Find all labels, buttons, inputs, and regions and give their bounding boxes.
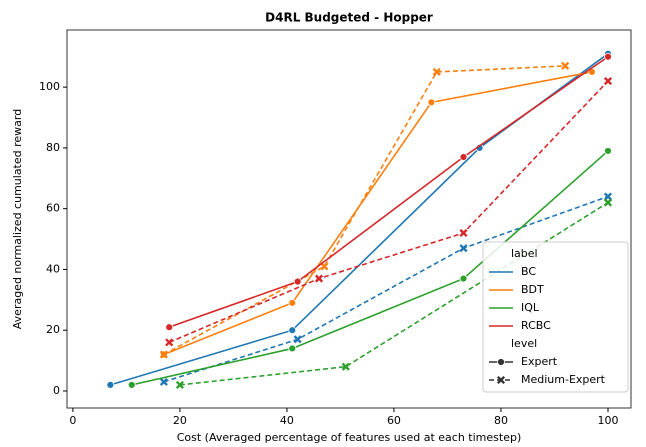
plot-frame (66, 29, 632, 409)
marker (603, 198, 613, 207)
y-tick-label: 40 (46, 262, 60, 275)
legend-label: BDT (521, 283, 544, 296)
marker (604, 52, 612, 61)
series-line (168, 80, 609, 344)
marker (288, 344, 297, 353)
x-tick-label: 20 (173, 414, 187, 427)
legend-title: label (511, 247, 538, 260)
marker (320, 262, 329, 271)
marker (293, 277, 302, 286)
marker (603, 76, 613, 86)
marker (159, 350, 168, 359)
marker (127, 381, 136, 389)
marker (459, 274, 468, 283)
marker (561, 61, 570, 70)
y-tick-label: 100 (39, 80, 60, 93)
y-axis-label: Averaged normalized cumulated reward (11, 109, 24, 329)
marker (165, 338, 174, 347)
marker (432, 67, 441, 76)
x-tick-label: 80 (494, 414, 508, 427)
marker (459, 228, 468, 238)
marker (314, 274, 324, 283)
legend-label: Expert (521, 355, 558, 368)
x-axis-label: Cost (Averaged percentage of features us… (177, 431, 522, 444)
marker (427, 98, 436, 107)
marker (159, 377, 168, 386)
marker (459, 244, 468, 253)
legend-label: BC (521, 265, 536, 278)
marker (293, 335, 302, 344)
marker (175, 380, 184, 389)
legend-title: level (511, 337, 537, 350)
y-tick-label: 80 (46, 141, 60, 154)
marker (603, 192, 613, 201)
legend: label BC BDT IQL RCBC level Expert Medium-Exper… (482, 241, 629, 393)
series-line (131, 150, 609, 386)
series-line (168, 56, 609, 328)
chart-title: D4RL Budgeted - Hopper (265, 11, 433, 25)
marker (288, 298, 297, 307)
y-tick-label: 0 (53, 384, 60, 397)
x-tick-label: 0 (69, 414, 76, 427)
legend-label: Medium-Expert (521, 373, 606, 386)
legend-label: RCBC (521, 319, 551, 332)
x-tick-label: 100 (597, 414, 618, 427)
legend-label: IQL (521, 301, 540, 314)
y-tick-label: 20 (46, 323, 60, 336)
marker (459, 153, 468, 161)
x-tick-label: 40 (280, 414, 294, 427)
marker (604, 147, 612, 155)
marker (106, 381, 115, 389)
x-tick-label: 60 (387, 414, 401, 427)
marker (341, 362, 350, 371)
series-line (163, 195, 609, 383)
marker (496, 375, 506, 385)
legend-box (482, 241, 629, 393)
marker (497, 358, 505, 366)
y-tick-label: 60 (46, 202, 60, 215)
marker (165, 323, 174, 332)
marker (288, 326, 297, 335)
